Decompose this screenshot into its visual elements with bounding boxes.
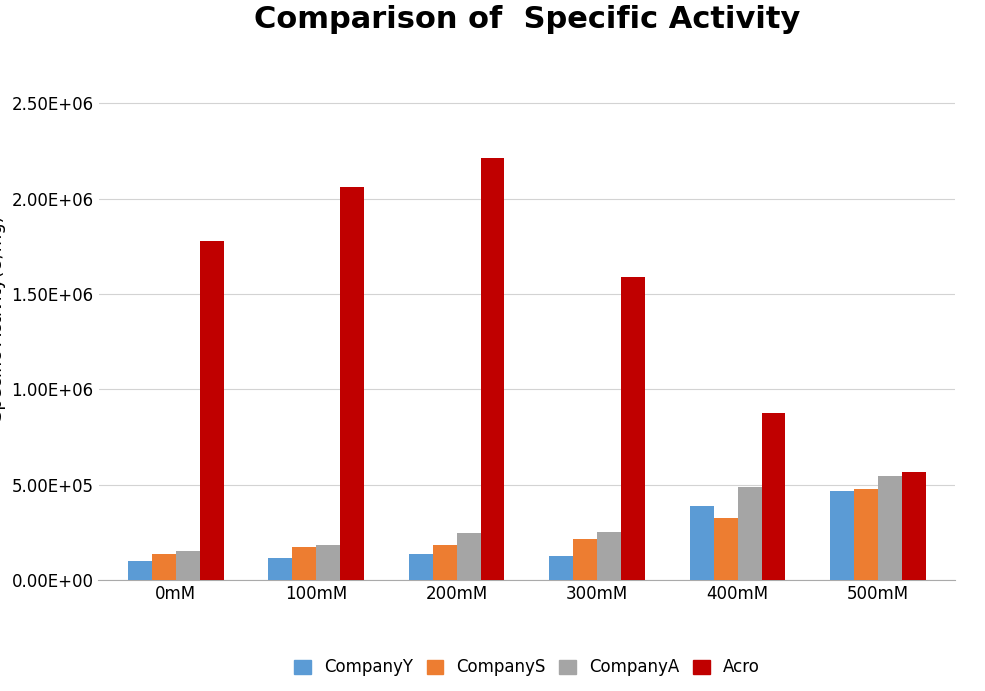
Bar: [316, 545, 340, 580]
Bar: [902, 471, 926, 580]
Bar: [597, 532, 622, 580]
Bar: [761, 413, 785, 580]
Bar: [340, 187, 364, 580]
Bar: [830, 491, 854, 580]
Bar: [690, 506, 714, 580]
Bar: [128, 561, 152, 580]
Bar: [714, 518, 738, 580]
Bar: [457, 533, 481, 580]
Bar: [481, 158, 504, 580]
Bar: [879, 476, 902, 580]
Bar: [622, 277, 645, 580]
Bar: [200, 240, 224, 580]
Bar: [409, 553, 432, 580]
Bar: [175, 551, 200, 580]
Y-axis label: Specific Activity(U/mg): Specific Activity(U/mg): [0, 215, 6, 421]
Bar: [152, 553, 175, 580]
Title: Comparison of  Specific Activity: Comparison of Specific Activity: [254, 5, 800, 33]
Bar: [550, 556, 573, 580]
Legend: CompanyY, CompanyS, CompanyA, Acro: CompanyY, CompanyS, CompanyA, Acro: [288, 652, 766, 683]
Bar: [269, 558, 293, 580]
Bar: [432, 545, 457, 580]
Bar: [738, 487, 761, 580]
Bar: [573, 540, 597, 580]
Bar: [293, 547, 316, 580]
Bar: [854, 489, 879, 580]
